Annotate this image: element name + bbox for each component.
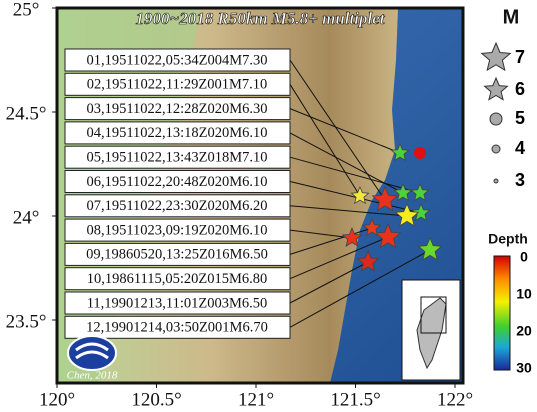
- event-label: 12,19901214,03:50Z001M6.70: [86, 320, 268, 336]
- event-star: [374, 222, 402, 249]
- y-tick-label: 24.5°: [6, 103, 47, 124]
- event-box: [64, 218, 291, 242]
- leader-line: [289, 156, 421, 194]
- event-label: 01,19511022,05:34Z004M7.30: [86, 52, 267, 68]
- event-star: [394, 202, 420, 227]
- legend-label: 3: [515, 170, 525, 190]
- map-title: 1900~2018 R50km M5.8+ multiplet: [136, 9, 386, 28]
- x-tick-label: 121°: [238, 389, 274, 410]
- event-star: [371, 185, 399, 212]
- legend-label: 4: [515, 138, 525, 158]
- leader-line: [289, 108, 401, 154]
- event-label: 09,19860520,13:25Z016M6.50: [86, 247, 268, 263]
- event-star: [341, 226, 363, 247]
- y-tick-label: 23.5°: [6, 311, 47, 332]
- leader-line: [289, 249, 431, 328]
- legend-star: [483, 76, 509, 101]
- event-label: 10,19861115,05:20Z015M6.80: [87, 271, 268, 287]
- depth-title: Depth: [488, 231, 528, 247]
- event-star: [410, 182, 430, 202]
- x-tick-label: 122°: [437, 389, 473, 410]
- depth-label: 10: [516, 286, 532, 302]
- event-star: [362, 217, 382, 237]
- leader-line: [289, 205, 408, 217]
- event-label: 03,19511022,12:28Z020M6.30: [86, 101, 267, 117]
- leader-line: [289, 261, 369, 304]
- event-star: [350, 185, 370, 205]
- leader-line: [289, 227, 373, 255]
- x-tick-label: 121.5°: [330, 389, 380, 410]
- leader-line: [289, 229, 353, 239]
- depth-label: 30: [516, 360, 532, 376]
- x-tick-label: 120°: [39, 389, 75, 410]
- event-box: [64, 267, 291, 291]
- legend-label: 5: [515, 108, 525, 128]
- inset-box: [420, 296, 447, 334]
- map-frame: [55, 6, 465, 385]
- event-box: [64, 242, 291, 266]
- event-label: 05,19511022,13:43Z018M7.10: [86, 150, 267, 166]
- legend-circle: [493, 178, 499, 184]
- x-tick-label: 120.5°: [131, 389, 181, 410]
- event-star: [390, 142, 410, 162]
- event-box: [64, 72, 291, 96]
- leader-line: [289, 236, 389, 280]
- event-label: 07,19511022,23:30Z020M6.20: [86, 198, 267, 214]
- legend-circle: [489, 112, 503, 126]
- leader-line: [289, 59, 386, 201]
- event-label: 08,19511023,09:19Z020M6.10: [86, 222, 267, 238]
- depth-colorbar: [493, 255, 511, 371]
- event-star: [393, 182, 413, 202]
- event-circle: [414, 147, 426, 159]
- event-box: [64, 145, 291, 169]
- event-box: [64, 121, 291, 145]
- legend-label: 6: [515, 79, 525, 99]
- depth-label: 20: [516, 323, 532, 339]
- event-label: 04,19511022,13:18Z020M6.10: [86, 125, 267, 141]
- event-box: [64, 315, 291, 339]
- event-star: [356, 249, 380, 272]
- event-label: 11,19901213,11:01Z003M6.50: [87, 295, 268, 311]
- event-box: [64, 48, 291, 72]
- event-star: [417, 236, 443, 261]
- event-box: [64, 291, 291, 315]
- event-label: 06,19511022,20:48Z020M6.10: [86, 174, 267, 190]
- legend-star: [480, 41, 512, 72]
- event-box: [64, 97, 291, 121]
- y-tick-label: 25°: [13, 0, 40, 20]
- depth-label: 0: [520, 249, 528, 265]
- event-box: [64, 194, 291, 218]
- leader-line: [289, 84, 361, 197]
- legend-label: 7: [515, 47, 525, 67]
- magnitude-title: M: [503, 6, 520, 28]
- event-label: 02,19511022,11:29Z001M7.10: [87, 77, 268, 93]
- credit: Chen, 2018: [67, 370, 118, 382]
- y-tick-label: 24°: [13, 207, 40, 228]
- legend-circle: [491, 144, 501, 154]
- event-star: [411, 202, 431, 222]
- logo-mark: [75, 342, 109, 360]
- event-box: [64, 170, 291, 193]
